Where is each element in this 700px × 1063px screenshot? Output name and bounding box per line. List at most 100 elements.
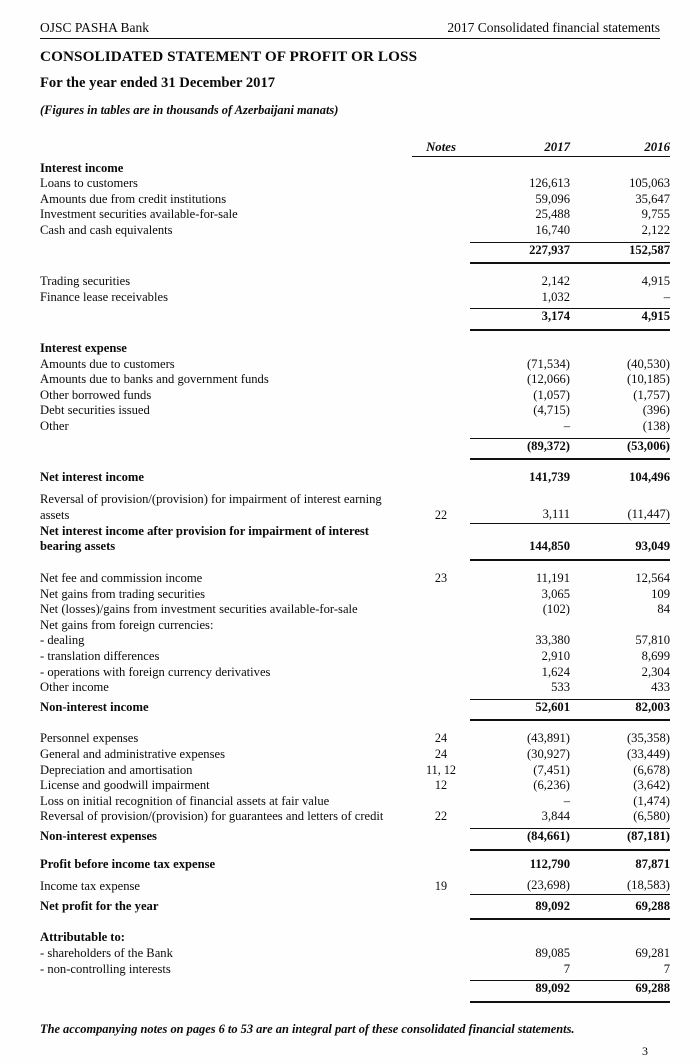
row-value-2016: 105,063	[629, 176, 670, 191]
rule-2016	[570, 844, 670, 851]
total-row: 89,092 69,288	[40, 981, 670, 997]
row-value-2016: 7	[663, 961, 670, 976]
rule-2016	[570, 324, 670, 331]
subtotal-rule	[40, 305, 670, 310]
header-underline	[412, 155, 670, 157]
rule-pad	[412, 997, 470, 1002]
row-value-2017: –	[563, 418, 570, 433]
row-value-2017: (71,534)	[526, 356, 570, 371]
row-value-2017: 1,032	[541, 289, 570, 304]
net-profit-row: Net profit for the year 89,092 69,288	[40, 899, 670, 915]
row-notes: 11, 12	[425, 762, 457, 777]
row-label-line2: assets	[40, 507, 70, 522]
row-label: Other borrowed funds	[40, 387, 152, 402]
row-value-2016: 8,699	[641, 649, 670, 664]
total-label: Non-interest expenses	[40, 828, 157, 843]
row-notes: 12	[434, 778, 448, 793]
row-value-2016	[570, 618, 670, 634]
row-notes: 24	[434, 747, 448, 761]
row-value-2016: –	[663, 289, 670, 304]
total-value-2017: (89,372)	[526, 438, 570, 453]
rule-2017	[470, 695, 570, 700]
row-value-2017: 89,092	[535, 898, 570, 913]
value-blank	[570, 492, 670, 508]
row-notes: 19	[434, 878, 448, 893]
value-blank	[470, 492, 570, 508]
row-value-2017: (4,715)	[533, 403, 570, 418]
running-header: OJSC PASHA Bank 2017 Consolidated financ…	[40, 0, 660, 38]
total-label	[40, 981, 412, 997]
table-row: Net (losses)/gains from investment secur…	[40, 602, 670, 618]
total-rule	[40, 454, 670, 461]
row-notes	[412, 419, 470, 435]
row-value-2016: (35,358)	[626, 731, 670, 746]
table-row: Trading securities 2,142 4,915	[40, 274, 670, 290]
row-value-2017: (1,057)	[533, 387, 570, 402]
row-value-2016: (40,530)	[626, 356, 670, 371]
table-row: - non-controlling interests 7 7	[40, 962, 670, 978]
row-label: Income tax expense	[40, 878, 141, 893]
notes-blank	[412, 828, 470, 844]
table-row: Other income 533 433	[40, 680, 670, 696]
rule-2016	[570, 824, 670, 829]
row-value-2016: (1,474)	[633, 793, 670, 808]
rule-2016	[570, 555, 670, 562]
row-value-2017	[470, 618, 570, 634]
row-label: Cash and cash equivalents	[40, 222, 173, 237]
income-tax-row: Income tax expense 19 (23,698) (18,583)	[40, 878, 670, 895]
row-notes: 22	[434, 507, 448, 522]
table-row: Amounts due to customers (71,534) (40,53…	[40, 357, 670, 373]
row-label: General and administrative expenses	[40, 747, 225, 761]
row-value-2016: 9,755	[641, 207, 670, 222]
row-value-2017: 533	[551, 680, 570, 695]
row-notes	[412, 962, 470, 978]
table-row: Finance lease receivables 1,032 –	[40, 290, 670, 306]
row-notes	[412, 176, 470, 192]
row-value-2016: 35,647	[635, 191, 670, 206]
rule-2017	[470, 715, 570, 722]
spacer	[40, 850, 670, 857]
row-value-2017: 3,065	[541, 586, 570, 601]
row-label: Net (losses)/gains from investment secur…	[40, 602, 358, 617]
row-notes	[412, 794, 470, 810]
total-value-2017: 52,601	[535, 699, 570, 714]
total-value-2016: (87,181)	[626, 828, 670, 843]
header-entity-name: OJSC PASHA Bank	[40, 20, 150, 35]
row-value-2017: 59,096	[535, 191, 570, 206]
net-interest-after-provision-line2: bearing assets 144,850 93,049	[40, 539, 670, 555]
total-rule	[40, 258, 670, 265]
rule-2017	[470, 555, 570, 562]
section-heading-row: Interest expense	[40, 341, 670, 357]
profit-or-loss-table: Notes 2017 2016 Interest income Loans to…	[40, 140, 670, 1003]
subtotal-rule	[40, 695, 670, 700]
row-value-2017: (23,698)	[470, 878, 570, 895]
header-report-label: 2017 Consolidated financial statements	[447, 20, 660, 35]
row-label: - non-controlling interests	[40, 961, 171, 976]
section-heading-attributable-to: Attributable to:	[40, 930, 125, 945]
row-value-2017: 141,739	[529, 470, 570, 485]
table-row: - translation differences 2,910 8,699	[40, 649, 670, 665]
row-value-2017: 2,910	[541, 649, 570, 664]
section-heading-interest-expense: Interest expense	[40, 340, 127, 355]
row-label: Amounts due to banks and government fund…	[40, 372, 269, 387]
row-value-2016: 109	[651, 586, 670, 601]
row-notes	[412, 388, 470, 404]
total-value-2017: 3,174	[541, 309, 570, 324]
row-label: Other income	[40, 680, 109, 695]
notes-blank	[412, 161, 470, 177]
row-label: Amounts due to customers	[40, 356, 175, 371]
notes-blank	[412, 492, 470, 508]
row-value-2016: 4,915	[641, 274, 670, 289]
rule-2017	[470, 844, 570, 851]
table-row: License and goodwill impairment 12 (6,23…	[40, 778, 670, 794]
row-value-2017: 2,142	[541, 274, 570, 289]
row-label: Loans to customers	[40, 176, 138, 191]
row-label: Trading securities	[40, 274, 131, 289]
row-notes	[412, 680, 470, 696]
table-row: Personnel expenses 24 (43,891) (35,358)	[40, 731, 670, 747]
notes-blank	[412, 470, 470, 486]
row-value-2016: (1,757)	[633, 387, 670, 402]
column-header-2017: 2017	[544, 140, 570, 154]
title-block: CONSOLIDATED STATEMENT OF PROFIT OR LOSS…	[40, 39, 660, 118]
spacer	[40, 720, 670, 731]
